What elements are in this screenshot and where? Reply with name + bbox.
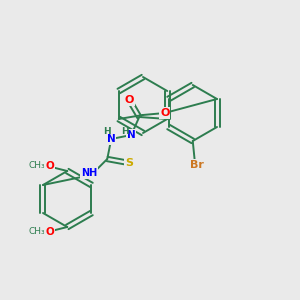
Text: N: N	[107, 134, 116, 144]
Text: S: S	[125, 158, 133, 168]
Text: NH: NH	[81, 168, 98, 178]
Text: O: O	[46, 161, 55, 171]
Text: O: O	[124, 95, 134, 105]
Text: Br: Br	[190, 160, 204, 170]
Text: O: O	[46, 227, 55, 237]
Text: H: H	[103, 128, 111, 136]
Text: N: N	[127, 130, 136, 140]
Text: CH₃: CH₃	[29, 227, 46, 236]
Text: O: O	[160, 108, 170, 118]
Text: CH₃: CH₃	[29, 161, 46, 170]
Text: H: H	[122, 128, 129, 136]
